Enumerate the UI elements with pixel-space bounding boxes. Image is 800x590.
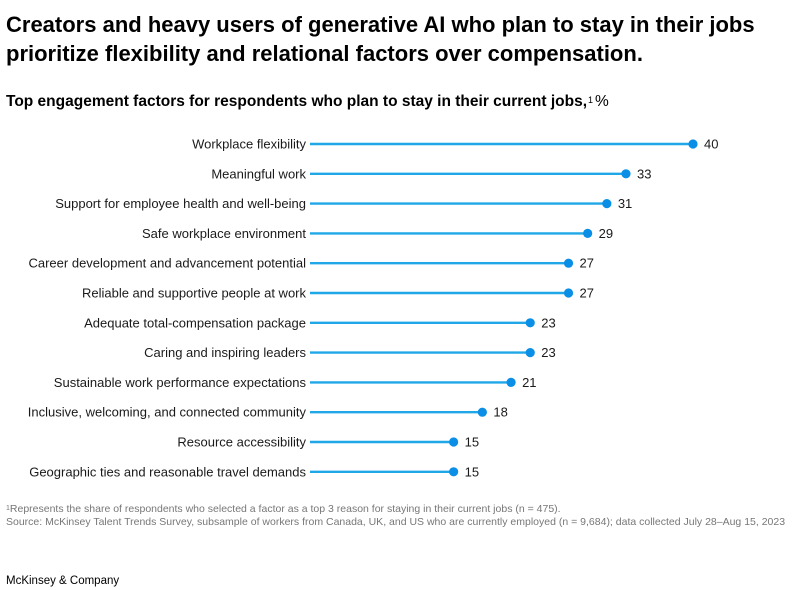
category-label: Reliable and supportive people at work [82,286,307,301]
footnote-note: 1Represents the share of respondents who… [6,503,792,516]
footnotes: 1Represents the share of respondents who… [6,503,792,528]
value-label: 23 [541,315,555,330]
chart-title: Top engagement factors for respondents w… [6,92,609,112]
chart-headline: Creators and heavy users of generative A… [6,12,755,66]
footnote-mark: 1 [6,505,10,512]
value-label: 31 [618,196,632,211]
category-label: Geographic ties and reasonable travel de… [29,464,306,479]
category-label: Support for employee health and well-bei… [55,196,306,211]
value-label: 27 [580,256,594,271]
category-label: Safe workplace environment [142,226,306,241]
bar-dot [449,467,459,477]
bar-dot [621,169,631,179]
value-label: 18 [493,405,507,420]
bar-dot [583,228,593,238]
bar-dot [563,288,574,298]
bar-dot [506,377,516,387]
bar-dot [477,407,487,417]
bar-dot [525,318,535,328]
chart-title-footnote-mark: 1 [588,95,594,105]
value-label: 40 [704,137,718,152]
value-label: 33 [637,166,651,181]
value-label: 15 [465,435,479,450]
bar-dot [525,348,535,358]
category-label: Caring and inspiring leaders [144,345,306,360]
bar-dot [688,139,698,149]
lollipop-chart: Workplace flexibility 40 Meaningful work 33… [28,137,719,480]
category-label: Career development and advancement poten… [28,256,306,271]
brand-logo-text: McKinsey & Company [6,575,120,587]
bar-dot [602,199,612,209]
value-label: 29 [599,226,613,241]
value-label: 21 [522,375,536,390]
category-label: Adequate total-compensation package [84,315,306,330]
bar-dot [449,437,459,447]
category-label: Meaningful work [211,166,306,181]
footnote-note-text: Represents the share of respondents who … [9,503,561,515]
category-label: Inclusive, welcoming, and connected comm… [28,405,307,420]
footnote-source: Source: McKinsey Talent Trends Survey, s… [6,515,786,528]
category-label: Workplace flexibility [192,137,306,152]
category-label: Sustainable work performance expectation… [54,375,307,390]
category-label: Resource accessibility [177,435,306,450]
value-label: 15 [465,464,479,479]
value-label: 27 [580,286,594,301]
chart-title-text: Top engagement factors for respondents w… [6,93,588,110]
value-label: 23 [541,345,555,360]
chart-unit: % [595,93,609,110]
bar-dot [563,258,574,268]
